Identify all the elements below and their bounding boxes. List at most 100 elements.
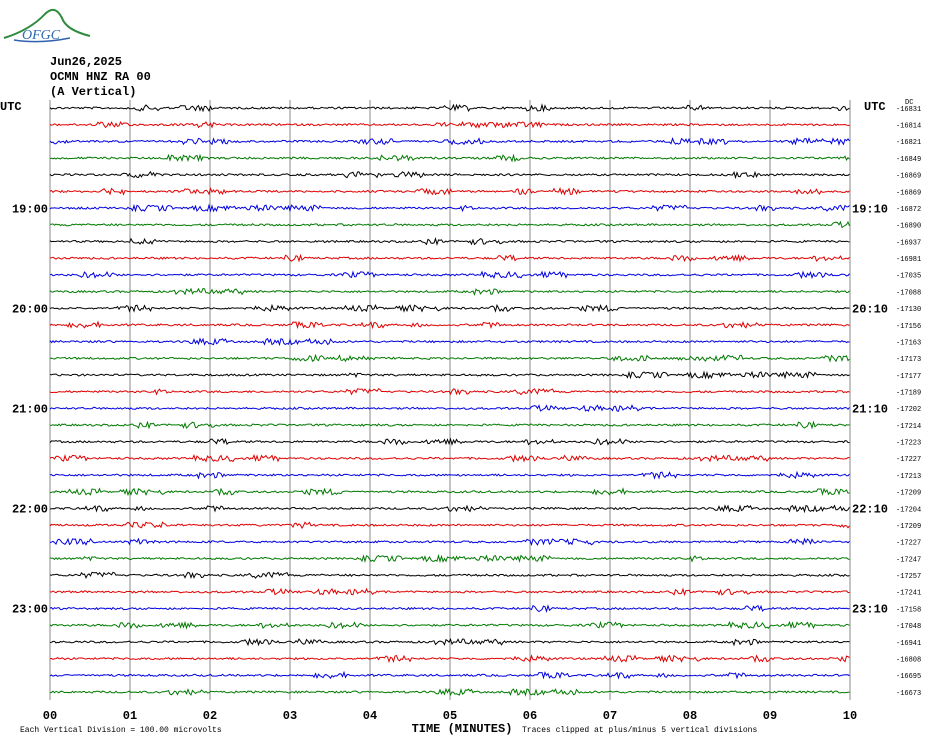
trace (49, 270, 850, 280)
trace (49, 571, 850, 579)
trace (49, 437, 850, 447)
trace (49, 203, 850, 213)
dc-offset: -17227 (896, 540, 921, 548)
trace (49, 420, 850, 430)
dc-offset: -16937 (896, 239, 921, 247)
component: (A Vertical) (50, 85, 136, 99)
trace (49, 186, 850, 196)
dc-offset: -16869 (896, 173, 921, 181)
dc-offset: -16821 (896, 139, 921, 147)
dc-label: DC (905, 99, 913, 107)
dc-offset: -16890 (896, 223, 921, 231)
trace (49, 504, 850, 514)
x-tick-label: 10 (843, 709, 857, 723)
right-time-label: 22:10 (852, 503, 888, 517)
dc-offset: -17214 (896, 423, 921, 431)
logo-text: OFGC (22, 28, 61, 43)
left-time-label: 23:00 (12, 603, 48, 617)
right-axis-title: UTC (864, 100, 886, 114)
x-tick-label: 06 (523, 709, 537, 723)
trace (49, 388, 850, 396)
trace (49, 537, 850, 547)
x-tick-label: 00 (43, 709, 57, 723)
dc-offset: -16872 (896, 206, 921, 214)
dc-offset: -17035 (896, 273, 921, 281)
dc-offset: -17130 (896, 306, 921, 314)
dc-offset: -17088 (896, 289, 921, 297)
trace (49, 604, 850, 614)
trace (49, 370, 850, 380)
x-tick-label: 04 (363, 709, 377, 723)
station: OCMN HNZ RA 00 (50, 70, 151, 84)
clip-note: Traces clipped at plus/minus 5 vertical … (522, 726, 757, 735)
dc-offset: -17227 (896, 456, 921, 464)
left-time-label: 19:00 (12, 202, 48, 216)
x-tick-label: 03 (283, 709, 297, 723)
trace (49, 120, 850, 129)
dc-offset: -17163 (896, 339, 921, 347)
trace (49, 620, 850, 630)
right-time-label: 23:10 (852, 603, 888, 617)
dc-offset: -17202 (896, 406, 921, 414)
dc-offset: -16849 (896, 156, 921, 164)
dc-offset: -17241 (896, 590, 921, 598)
trace (49, 553, 850, 564)
dc-offset: -16941 (896, 640, 921, 648)
dc-offset: -16808 (896, 656, 921, 664)
dc-offset: -16673 (896, 690, 921, 698)
dc-offset: -16869 (896, 189, 921, 197)
x-tick-label: 08 (683, 709, 697, 723)
trace (49, 404, 850, 412)
trace (49, 170, 850, 180)
dc-offset: -16814 (896, 123, 921, 131)
x-tick-label: 09 (763, 709, 777, 723)
dc-offset: -16831 (896, 106, 921, 114)
scale-note: Each Vertical Division = 100.00 microvol… (20, 726, 222, 735)
trace (49, 353, 850, 363)
trace (49, 103, 850, 113)
logo: OFGC (3, 8, 91, 43)
trace (49, 521, 850, 530)
right-time-label: 21:10 (852, 403, 888, 417)
trace (49, 320, 850, 330)
dc-offset: -17247 (896, 556, 921, 564)
trace (49, 470, 850, 480)
x-axis-title: TIME (MINUTES) (412, 722, 513, 736)
date: Jun26,2025 (50, 55, 122, 69)
dc-offset: -17223 (896, 440, 921, 448)
trace (49, 670, 850, 680)
trace (49, 587, 850, 597)
dc-offset: -16695 (896, 673, 921, 681)
trace (49, 136, 850, 146)
trace (49, 287, 850, 296)
trace (49, 220, 850, 229)
dc-offset: -17189 (896, 390, 921, 398)
dc-offset: -17158 (896, 606, 921, 614)
x-tick-label: 02 (203, 709, 217, 723)
dc-offset: -16981 (896, 256, 921, 264)
trace (49, 237, 850, 246)
left-axis-title: UTC (0, 100, 22, 114)
dc-offset: -17213 (896, 473, 921, 481)
x-tick-label: 05 (443, 709, 457, 723)
left-time-label: 21:00 (12, 403, 48, 417)
x-tick-label: 07 (603, 709, 617, 723)
dc-offset: -17177 (896, 373, 921, 381)
dc-offset: -17209 (896, 523, 921, 531)
dc-offset: -17257 (896, 573, 921, 581)
dc-offset: -17048 (896, 623, 921, 631)
trace (49, 153, 850, 163)
trace (49, 637, 850, 647)
trace (49, 654, 850, 664)
trace (49, 687, 850, 697)
dc-offset: -17173 (896, 356, 921, 364)
trace (49, 253, 850, 263)
trace (49, 487, 850, 497)
left-time-label: 22:00 (12, 503, 48, 517)
x-tick-label: 01 (123, 709, 137, 723)
dc-offset: -17204 (896, 506, 921, 514)
left-time-label: 20:00 (12, 302, 48, 316)
trace (49, 303, 850, 313)
trace (49, 337, 850, 347)
